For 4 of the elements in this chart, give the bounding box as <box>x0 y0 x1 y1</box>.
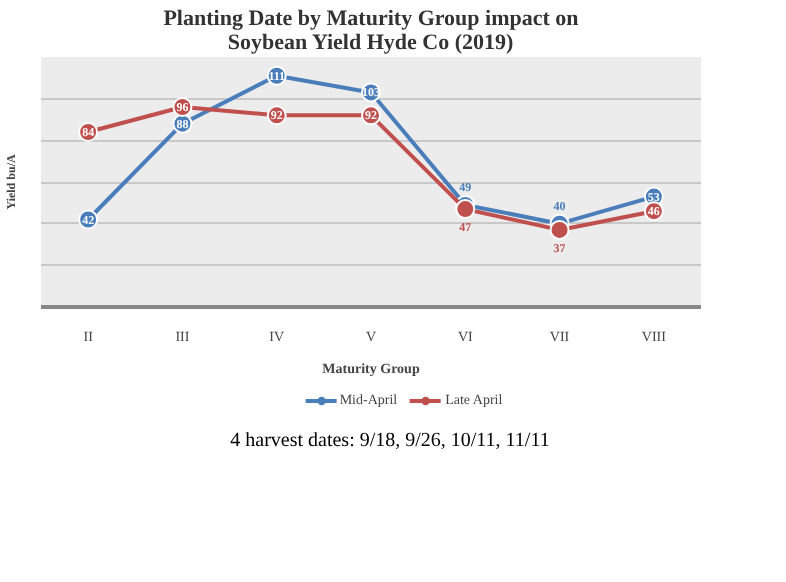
chart-title: Planting Date by Maturity Group impact on Soybean Yield Hyde Co (2019) <box>163 7 579 55</box>
text: 4 harvest dates: 9/18, 9/26, 10/11, 11/11 <box>230 428 550 456</box>
point <box>455 199 476 220</box>
point <box>549 219 570 240</box>
